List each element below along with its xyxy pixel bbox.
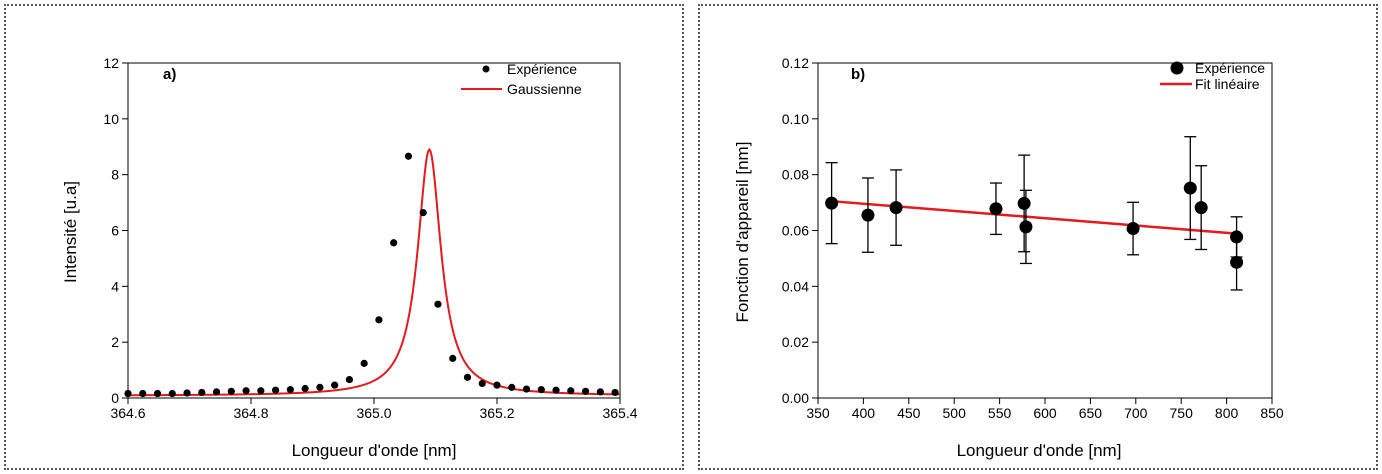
x-axis-label-b: Longueur d'onde [nm] [957,441,1122,460]
legend-marker-experience-b [1170,61,1184,75]
b-x-tick-label: 850 [1260,405,1284,421]
experience-point-a [404,152,413,160]
a-y-tick-label: 12 [103,55,119,71]
legend-marker-experience-a [482,65,490,73]
experience-point-a [242,387,250,395]
a-x-tick-label: 364.6 [110,405,145,421]
b-x-tick-label: 750 [1170,405,1194,421]
experience-point-a [611,388,619,397]
b-y-tick-label: 0.08 [782,167,809,183]
legend-label-gaussienne: Gaussienne [507,81,582,97]
legend-label-experience-a: Expérience [507,61,577,77]
chart-a-svg: 364.6 364.8 365.0 365.2 365.4 0 2 4 6 8 10 12 a) Lo… [61,55,638,460]
experience-point-a [508,383,516,391]
b-y-tick-label: 0.12 [782,55,809,71]
experience-point-a [434,300,442,308]
b-y-tick-label: 0.04 [782,278,809,294]
chart-b-svg: 350 400 450 500 550 600 650 700 750 800 850 0.00 0.0… [733,55,1284,460]
experience-point-a [552,386,560,394]
experience-point-a [596,388,604,396]
b-x-tick-label: 800 [1215,405,1239,421]
y-axis-label-a: Intensité [u.a] [61,181,80,283]
b-x-tick-label: 650 [1079,405,1103,421]
experience-point-a [257,387,265,395]
experience-point-b [1183,181,1197,195]
experience-point-a [360,359,368,367]
experience-point-a [316,383,324,391]
b-x-tick-label: 450 [897,405,921,421]
experience-point-b [1017,196,1031,210]
experience-point-a [272,386,280,394]
a-y-tick-label: 6 [111,223,119,239]
panel-label-a: a) [163,66,176,83]
a-y-tick-label: 2 [111,334,119,350]
experience-point-a [124,389,132,398]
b-x-tick-label: 550 [988,405,1012,421]
b-x-tick-label: 500 [943,405,967,421]
experience-point-b [1230,255,1244,269]
a-x-tick-label: 365.2 [479,405,514,421]
legend-label-fit: Fit linéaire [1195,76,1260,92]
experience-point-b [1126,222,1140,236]
y-axis-label-b: Fonction d'appareil [nm] [733,142,752,323]
experience-point-a [168,389,176,398]
experience-point-a [390,239,398,247]
chart-panel-a: 364.6 364.8 365.0 365.2 365.4 0 2 4 6 8 10 12 a) Lo… [4,4,684,470]
experience-point-a [212,388,221,396]
experience-point-b [1019,220,1033,234]
legend-label-experience-b: Expérience [1195,60,1265,76]
experience-point-b [889,201,903,215]
experience-point-b [825,196,839,210]
experience-point-b [1194,201,1208,215]
experience-point-a [301,384,309,393]
experience-point-a [331,381,339,389]
experience-point-a [198,388,206,397]
experience-point-a [463,373,472,381]
experience-point-a [286,386,294,394]
a-y-tick-label: 8 [111,167,119,183]
experience-point-a [375,316,383,324]
experience-point-b [989,202,1003,216]
b-y-tick-label: 0.10 [782,111,809,127]
experience-point-a [567,387,575,395]
experience-point-b [861,208,875,222]
experience-point-a [478,379,486,388]
x-axis-label-a: Longueur d'onde [nm] [292,441,457,460]
a-y-tick-label: 0 [111,390,119,406]
chart-panel-b: 350 400 450 500 550 600 650 700 750 800 850 0.00 0.0… [698,4,1378,470]
a-y-tick-label: 4 [111,278,119,294]
experience-point-a [183,389,191,397]
experience-point-a [449,354,457,362]
experience-point-a [522,385,531,393]
b-y-tick-label: 0.06 [782,223,809,239]
experience-point-a [419,209,427,217]
legend-b: Expérience Fit linéaire [1160,60,1265,92]
b-y-tick-label: 0.00 [782,390,809,406]
experience-point-a [227,387,235,395]
b-x-tick-label: 350 [806,405,830,421]
experience-point-a [493,381,501,389]
experience-point-a [537,386,545,394]
experience-point-a [345,375,353,384]
b-x-tick-label: 700 [1124,405,1148,421]
experience-point-a [153,389,162,398]
a-y-tick-label: 10 [103,111,119,127]
a-x-tick-label: 365.0 [356,405,391,421]
a-x-tick-label: 365.4 [602,405,637,421]
gaussian-fit-curve [127,147,621,397]
b-y-tick-label: 0.02 [782,334,809,350]
experience-point-a [581,387,590,395]
panel-label-b: b) [851,66,865,83]
b-x-tick-label: 400 [852,405,876,421]
b-x-tick-label: 600 [1033,405,1057,421]
a-plot-frame [127,62,621,399]
experience-point-a [139,389,147,398]
legend-a: Expérience Gaussienne [461,61,582,97]
a-x-tick-label: 364.8 [233,405,268,421]
